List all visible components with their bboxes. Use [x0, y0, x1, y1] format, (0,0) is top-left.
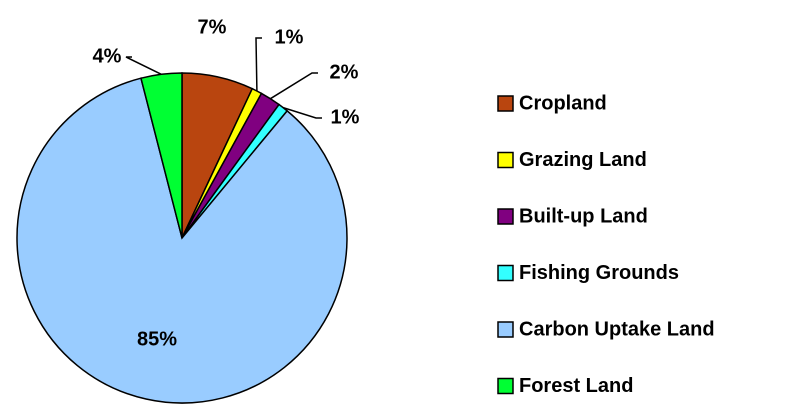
data-label: 7% [198, 16, 227, 38]
data-label: 85% [137, 328, 177, 350]
legend-swatch [497, 208, 514, 225]
legend-swatch [497, 264, 514, 282]
legend-label: Cropland [519, 92, 607, 114]
legend-swatch [497, 151, 514, 169]
pie-slice [16, 77, 348, 404]
legend-label: Carbon Uptake Land [519, 318, 715, 340]
data-label: 1% [275, 26, 304, 48]
data-label: 4% [93, 45, 122, 67]
data-label: 2% [330, 61, 359, 83]
legend-label: Forest Land [519, 375, 633, 397]
legend-label: Grazing Land [519, 149, 647, 171]
data-label: 1% [331, 106, 360, 128]
legend-swatch [497, 321, 514, 338]
legend-swatch [497, 95, 514, 112]
legend-swatch [497, 377, 514, 395]
legend-label: Fishing Grounds [519, 262, 679, 284]
leader-line [270, 72, 318, 100]
legend-label: Built-up Land [519, 205, 648, 227]
leader-line [282, 106, 322, 119]
leader-line [255, 37, 262, 91]
leader-line [125, 56, 162, 75]
